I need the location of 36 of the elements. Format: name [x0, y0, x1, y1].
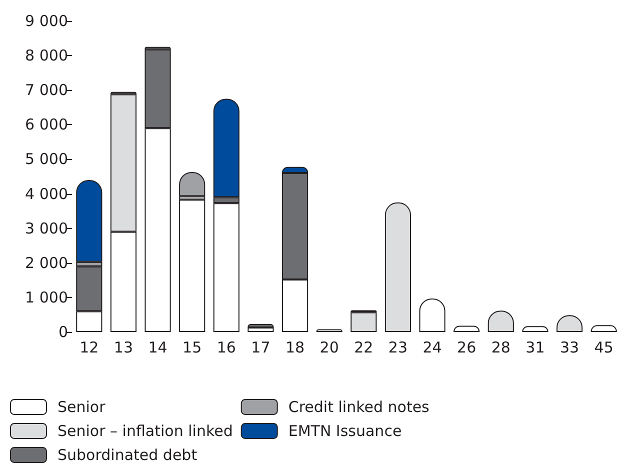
x-tick-label: 16	[216, 338, 236, 356]
x-tick-label: 45	[594, 338, 614, 356]
bar	[248, 324, 274, 328]
y-tick-label: 4 000	[25, 184, 68, 203]
y-tick-label: 7 000	[25, 81, 68, 100]
y-tick-label: 9 000	[25, 12, 68, 30]
y-tick-label: 0	[58, 323, 68, 341]
x-tick-label: 20	[320, 338, 339, 356]
y-tick-label: 1 000	[25, 288, 68, 306]
x-tick-label: 31	[526, 338, 545, 356]
y-tick-label: 2 000	[25, 254, 68, 272]
x-tick-label: 26	[457, 338, 476, 356]
bar	[350, 312, 377, 332]
legend-label: Senior – inflation linked	[58, 422, 233, 440]
x-tick-label: 17	[251, 338, 270, 356]
x-tick-label: 22	[354, 338, 374, 356]
legend-label: EMTN Issuance	[288, 422, 402, 440]
bar	[384, 202, 412, 332]
y-tick-label: 5 000	[25, 150, 68, 168]
x-tick-label: 24	[422, 338, 442, 356]
x-tick-label: 12	[80, 338, 99, 356]
bar	[248, 328, 274, 332]
x-tick-label: 33	[560, 338, 580, 356]
x-tick-label: 28	[491, 338, 510, 356]
y-tick-label: 8 000	[25, 46, 68, 65]
x-tick-label: 13	[114, 338, 134, 356]
y-tick-label: 3 000	[25, 219, 68, 238]
legend-label: Senior	[58, 398, 106, 416]
x-tick-label: 23	[388, 338, 408, 356]
bar	[179, 200, 206, 332]
y-tick-label: 6 000	[25, 116, 68, 134]
x-tick-label: 14	[148, 338, 168, 356]
x-tick-label: 15	[182, 338, 202, 356]
x-tick-label: 18	[285, 338, 305, 356]
legend-label: Subordinated debt	[58, 446, 198, 464]
legend-label: Credit linked notes	[288, 398, 430, 416]
